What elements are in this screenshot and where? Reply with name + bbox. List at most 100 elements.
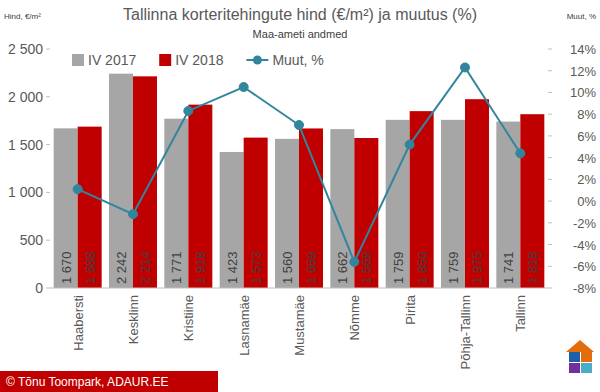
y2-tick-label: 10% <box>570 85 596 100</box>
y-tick <box>46 49 50 50</box>
y-tick <box>46 192 50 193</box>
logo <box>566 340 594 373</box>
line-marker <box>73 185 82 194</box>
line-marker <box>350 257 359 266</box>
bar <box>520 114 544 288</box>
y-tick-label: 500 <box>20 232 44 248</box>
legend-item: IV 2018 <box>159 52 223 68</box>
bar <box>109 74 133 288</box>
logo-piece <box>581 363 592 373</box>
line-marker <box>516 149 525 158</box>
y2-tick-label: 4% <box>577 151 596 166</box>
legend-swatch <box>253 56 262 65</box>
bar <box>164 119 188 288</box>
line-marker <box>461 63 470 72</box>
data-label: 1 771 <box>169 251 184 284</box>
x-tick-label: Mustamäe <box>292 295 307 356</box>
y-tick <box>46 240 50 241</box>
data-labels: 1 6702 2421 7711 4231 5601 6621 7591 759… <box>59 251 541 284</box>
logo-piece <box>569 352 580 362</box>
data-label: 2 242 <box>114 251 129 284</box>
y2-tick <box>548 92 552 93</box>
logo-piece <box>581 352 592 362</box>
y2-tick <box>548 135 552 136</box>
x-tick-label: Kristiine <box>181 295 196 341</box>
legend-label: IV 2017 <box>88 52 136 68</box>
y2-tick-label: -8% <box>573 281 597 296</box>
y2-tick-label: -6% <box>573 259 597 274</box>
footer-box <box>0 371 218 392</box>
legend-label: IV 2018 <box>175 52 223 68</box>
y2-tick-label: -2% <box>573 216 597 231</box>
y2-tick-label: 8% <box>577 107 596 122</box>
y2-tick <box>548 288 552 289</box>
line-marker <box>129 210 138 219</box>
bar <box>410 111 434 288</box>
bar <box>465 99 489 288</box>
y-tick-label: 1 500 <box>8 137 43 153</box>
x-tick-label: Tallinn <box>513 295 528 332</box>
y-tick-label: 0 <box>35 280 43 296</box>
data-label: 1 662 <box>335 251 350 284</box>
y2-tick <box>548 179 552 180</box>
legend-swatch <box>72 54 84 66</box>
y-tick <box>46 96 50 97</box>
data-label: 1 759 <box>391 251 406 284</box>
data-label: 1 850 <box>415 251 430 284</box>
data-label: 1 669 <box>304 251 319 284</box>
chart: Tallinna korteritehingute hind (€/m²) ja… <box>0 0 600 392</box>
bar <box>78 127 102 288</box>
y2-tick-label: 6% <box>577 129 596 144</box>
line-marker <box>184 106 193 115</box>
plot-marks <box>54 63 545 288</box>
background <box>0 0 600 392</box>
legend-item: IV 2017 <box>72 52 136 68</box>
y-axis-label: Hind, €/m² <box>4 12 41 21</box>
x-tick-label: Lasnamäe <box>237 295 252 356</box>
data-label: 1 569 <box>359 251 374 284</box>
y-tick <box>46 144 50 145</box>
line-marker <box>405 140 414 149</box>
data-label: 1 818 <box>525 251 540 284</box>
line-marker <box>239 83 248 92</box>
x-tick-label: Haabersti <box>71 295 86 351</box>
bar <box>188 105 212 288</box>
data-label: 1 759 <box>446 251 461 284</box>
legend-swatch <box>159 54 171 66</box>
y2-tick <box>548 49 552 50</box>
title: Tallinna korteritehingute hind (€/m²) ja… <box>123 6 477 23</box>
bar <box>275 139 299 288</box>
x-axis <box>50 288 548 289</box>
bar <box>244 138 268 288</box>
x-tick-label: Põhja-Tallinn <box>458 295 473 369</box>
y2-tick <box>548 114 552 115</box>
bar <box>133 76 157 288</box>
y2-tick-label: 2% <box>577 172 596 187</box>
x-tick-label: Nõmme <box>347 295 362 341</box>
x-tick-label: Kesklinn <box>126 295 141 344</box>
data-label: 1 560 <box>280 251 295 284</box>
data-label: 1 918 <box>193 251 208 284</box>
y2-tick <box>548 157 552 158</box>
y2-tick <box>548 201 552 202</box>
data-label: 2 214 <box>138 251 153 284</box>
y-tick-label: 2 500 <box>8 41 43 57</box>
y2-tick-label: 14% <box>570 42 596 57</box>
y2-tick-label: -4% <box>573 238 597 253</box>
bar <box>220 152 244 288</box>
y2-axis-label: Muut, % <box>567 12 596 21</box>
data-label: 1 688 <box>83 251 98 284</box>
y2-tick-label: 0% <box>577 194 596 209</box>
y2-tick <box>548 70 552 71</box>
footer-text: © Tõnu Toompark, ADAUR.EE <box>6 375 168 389</box>
data-label: 1 975 <box>470 251 485 284</box>
x-tick-label: Pirita <box>403 294 418 324</box>
y-tick <box>46 288 50 289</box>
y-tick-label: 1 000 <box>8 184 43 200</box>
data-label: 1 573 <box>249 251 264 284</box>
legend-label: Muut, % <box>272 52 323 68</box>
y2-tick <box>548 222 552 223</box>
line-marker <box>295 121 304 130</box>
y2-tick-label: 12% <box>570 64 596 79</box>
y2-tick <box>548 266 552 267</box>
